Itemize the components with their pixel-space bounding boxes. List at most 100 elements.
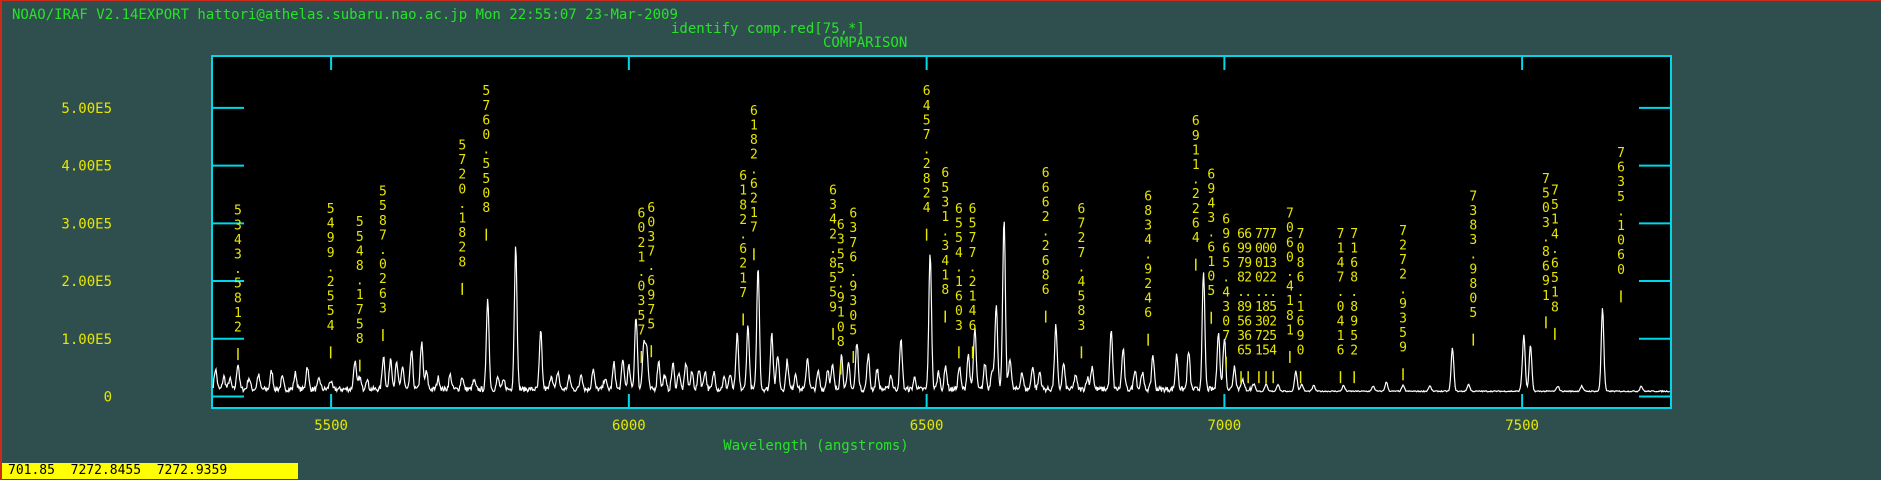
line-id-label: 2 <box>1269 271 1277 286</box>
line-id-label: . <box>379 243 387 258</box>
line-id-label: . <box>829 242 837 257</box>
line-id-label: 8 <box>1469 218 1477 233</box>
line-id-label: . <box>637 265 645 280</box>
line-id-label: . <box>750 162 758 177</box>
line-id-label: 6 <box>647 201 655 216</box>
line-id-label: 4 <box>1078 275 1086 290</box>
line-id-label: . <box>1078 260 1086 275</box>
line-id-label: 5 <box>458 138 466 153</box>
line-id-label: . <box>1207 226 1215 241</box>
line-id-label: 6 <box>1542 260 1550 275</box>
line-id-label: 6 <box>1237 227 1245 242</box>
line-id-label: 2 <box>637 236 645 251</box>
line-id-label: . <box>739 227 747 242</box>
axis-tick-labels: 5500 6000 6500 7000 750001.00E52.00E53.00E54… <box>61 101 1539 434</box>
line-id-label: 1 <box>234 306 242 321</box>
line-id-label: 7 <box>1255 329 1263 344</box>
line-id-label: 5 <box>1078 290 1086 305</box>
line-id-label: 8 <box>1350 271 1358 286</box>
line-id-label: 6 <box>1042 283 1050 298</box>
line-id-label: 3 <box>1144 218 1152 233</box>
line-id-label: 1 <box>1192 158 1200 173</box>
line-id-label: 7 <box>1337 227 1345 242</box>
line-id-label: 5 <box>1551 198 1559 213</box>
line-id-label: 7 <box>849 236 857 251</box>
line-id-label: 1 <box>637 250 645 265</box>
line-id-label: 6 <box>739 169 747 184</box>
line-id-label: 8 <box>1469 277 1477 292</box>
line-id-label: 5 <box>327 202 335 217</box>
line-id-label: 4 <box>1207 197 1215 212</box>
line-id-label: . <box>1222 271 1230 286</box>
line-id-label: 7 <box>647 303 655 318</box>
line-id-label: 8 <box>1237 271 1245 286</box>
line-id-label: 1 <box>458 211 466 226</box>
line-id-label: 7 <box>1542 172 1550 187</box>
line-id-label: . <box>1399 282 1407 297</box>
x-tick-label: 7500 <box>1505 418 1539 434</box>
line-id-label: 4 <box>1222 285 1230 300</box>
line-id-label: . <box>1350 285 1358 300</box>
line-id-label: 2 <box>379 272 387 287</box>
y-tick-label: 4.00E5 <box>61 159 112 175</box>
line-id-label: 7 <box>1469 189 1477 204</box>
line-id-label: 5 <box>829 271 837 286</box>
line-id-label: 2 <box>234 320 242 335</box>
line-id-label: 8 <box>739 198 747 213</box>
line-id-label: 6 <box>1337 344 1345 359</box>
line-id-label: 1 <box>739 271 747 286</box>
line-id-label: 0 <box>1207 270 1215 285</box>
line-id-label: 0 <box>1617 263 1625 278</box>
line-id-label: 5 <box>969 217 977 232</box>
line-id-label: 9 <box>1244 241 1252 256</box>
line-id-label: 4 <box>923 99 931 114</box>
line-id-label: . <box>458 197 466 212</box>
line-id-label: 6 <box>1286 236 1294 251</box>
line-id-label: 0 <box>955 304 963 319</box>
line-id-label: 6 <box>1297 314 1305 329</box>
line-id-label: 5 <box>941 181 949 196</box>
line-id-label: 9 <box>1399 297 1407 312</box>
line-id-label: 5 <box>379 199 387 214</box>
line-id-label: . <box>327 260 335 275</box>
line-id-label: 2 <box>923 157 931 172</box>
line-id-label: 8 <box>1286 309 1294 324</box>
line-id-label: 6 <box>379 287 387 302</box>
line-id-label: 1 <box>941 268 949 283</box>
line-id-label: 0 <box>1286 221 1294 236</box>
line-id-label: 7 <box>1551 183 1559 198</box>
line-id-label: 4 <box>1192 231 1200 246</box>
line-id-label: 7 <box>458 153 466 168</box>
plot-area <box>211 55 1672 409</box>
line-id-label: 2 <box>1399 268 1407 283</box>
line-id-label: 3 <box>1617 175 1625 190</box>
line-id-label: 1 <box>941 210 949 225</box>
line-id-label: . <box>955 260 963 275</box>
line-id-label: 5 <box>955 231 963 246</box>
line-id-label: . <box>1551 242 1559 257</box>
line-id-label: 6 <box>849 250 857 265</box>
line-id-label: 0 <box>1286 250 1294 265</box>
y-tick-label: 5.00E5 <box>61 101 112 117</box>
line-id-label: 3 <box>1269 256 1277 271</box>
line-id-label: 0 <box>1469 291 1477 306</box>
line-id-label: 1 <box>1337 329 1345 344</box>
line-id-label: 1 <box>1286 294 1294 309</box>
line-id-label: 6 <box>637 207 645 222</box>
line-id-label: 9 <box>1144 262 1152 277</box>
line-id-label: 3 <box>1469 204 1477 219</box>
line-id-label: 2 <box>1244 271 1252 286</box>
line-id-label: 6 <box>482 113 490 128</box>
x-tick-label: 6000 <box>612 418 646 434</box>
line-id-label: 9 <box>327 246 335 261</box>
line-id-label: 3 <box>837 233 845 248</box>
line-id-label: 1 <box>1192 143 1200 158</box>
axis-ticks <box>212 56 1671 408</box>
line-id-label: 2 <box>458 241 466 256</box>
line-id-label: 6 <box>1042 195 1050 210</box>
line-id-label: 5 <box>234 277 242 292</box>
line-id-label: 0 <box>637 221 645 236</box>
line-id-label: 6 <box>1207 240 1215 255</box>
line-id-label: 5 <box>1469 306 1477 321</box>
